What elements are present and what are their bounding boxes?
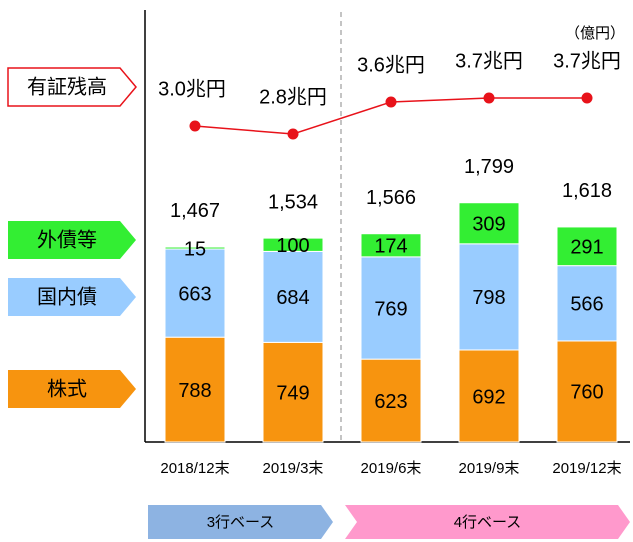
segment-label: 684 bbox=[276, 287, 309, 309]
bar-segment bbox=[164, 246, 226, 250]
line-label: 3.7兆円 bbox=[455, 49, 523, 72]
bar-segment bbox=[458, 243, 520, 351]
bar-segment bbox=[164, 336, 226, 443]
segment-label: 788 bbox=[178, 380, 211, 402]
segment-label: 15 bbox=[184, 238, 206, 260]
segment-label: 100 bbox=[276, 235, 309, 257]
total-label: 1,534 bbox=[268, 191, 318, 213]
unit-label: （億円） bbox=[565, 25, 625, 42]
x-tick-label: 2019/9末 bbox=[459, 460, 520, 477]
line-label: 3.6兆円 bbox=[357, 53, 425, 76]
bar-segment bbox=[556, 265, 618, 342]
bar-segment bbox=[262, 250, 324, 343]
segment-label: 749 bbox=[276, 382, 309, 404]
total-label: 1,618 bbox=[562, 180, 612, 202]
total-label: 1,467 bbox=[170, 200, 220, 222]
segment-label: 566 bbox=[570, 294, 603, 316]
line-point bbox=[189, 120, 201, 132]
line-label: 3.0兆円 bbox=[158, 77, 226, 100]
total-label: 1,566 bbox=[366, 187, 416, 209]
bar-segment bbox=[360, 358, 422, 443]
line-point bbox=[287, 128, 299, 140]
legend-label: 国内債 bbox=[37, 285, 97, 308]
bar-segment bbox=[458, 202, 520, 245]
legend-arrow bbox=[8, 278, 136, 316]
line-point bbox=[483, 92, 495, 104]
bar-segment bbox=[262, 237, 324, 252]
bar-segment bbox=[458, 349, 520, 443]
segment-label: 309 bbox=[472, 214, 505, 236]
segment-label: 174 bbox=[374, 236, 407, 258]
segment-label: 692 bbox=[472, 386, 505, 408]
bar-segment bbox=[360, 256, 422, 360]
segment-label: 663 bbox=[178, 283, 211, 305]
x-tick-label: 2018/12末 bbox=[160, 460, 229, 477]
x-tick-label: 2019/6末 bbox=[361, 460, 422, 477]
base-banner bbox=[148, 505, 333, 539]
x-tick-label: 2019/12末 bbox=[552, 460, 621, 477]
legend-arrow bbox=[8, 221, 136, 259]
x-tick-label: 2019/3末 bbox=[263, 460, 324, 477]
base-label: 3行ベース bbox=[207, 514, 275, 531]
legend-label: 外債等 bbox=[37, 228, 97, 251]
bar-segment bbox=[556, 226, 618, 267]
legend-arrow bbox=[8, 370, 136, 408]
line-label: 2.8兆円 bbox=[259, 85, 327, 108]
line-point bbox=[385, 96, 397, 108]
legend-arrow bbox=[7, 67, 137, 107]
legend-label: 株式 bbox=[47, 377, 87, 400]
base-banner bbox=[345, 505, 630, 539]
bar-segment bbox=[360, 233, 422, 258]
bar-segment bbox=[262, 341, 324, 443]
total-label: 1,799 bbox=[464, 156, 514, 178]
line-point bbox=[581, 92, 593, 104]
segment-label: 760 bbox=[570, 382, 603, 404]
segment-label: 769 bbox=[374, 298, 407, 320]
segment-label: 623 bbox=[374, 391, 407, 413]
base-label: 4行ベース bbox=[454, 514, 522, 531]
legend-label: 有証残高 bbox=[27, 75, 107, 98]
bar-segment bbox=[556, 340, 618, 443]
segment-label: 798 bbox=[472, 287, 505, 309]
line-label: 3.7兆円 bbox=[553, 49, 621, 72]
segment-label: 291 bbox=[570, 237, 603, 259]
